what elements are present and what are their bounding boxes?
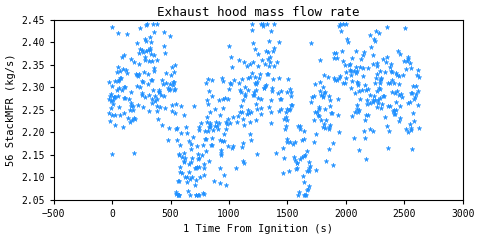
Title: Exhaust hood mass flow rate: Exhaust hood mass flow rate xyxy=(157,6,360,18)
Y-axis label: 56 StackMFR (kg/s): 56 StackMFR (kg/s) xyxy=(6,54,15,166)
X-axis label: 1 Time From Ignition (s): 1 Time From Ignition (s) xyxy=(183,224,333,234)
